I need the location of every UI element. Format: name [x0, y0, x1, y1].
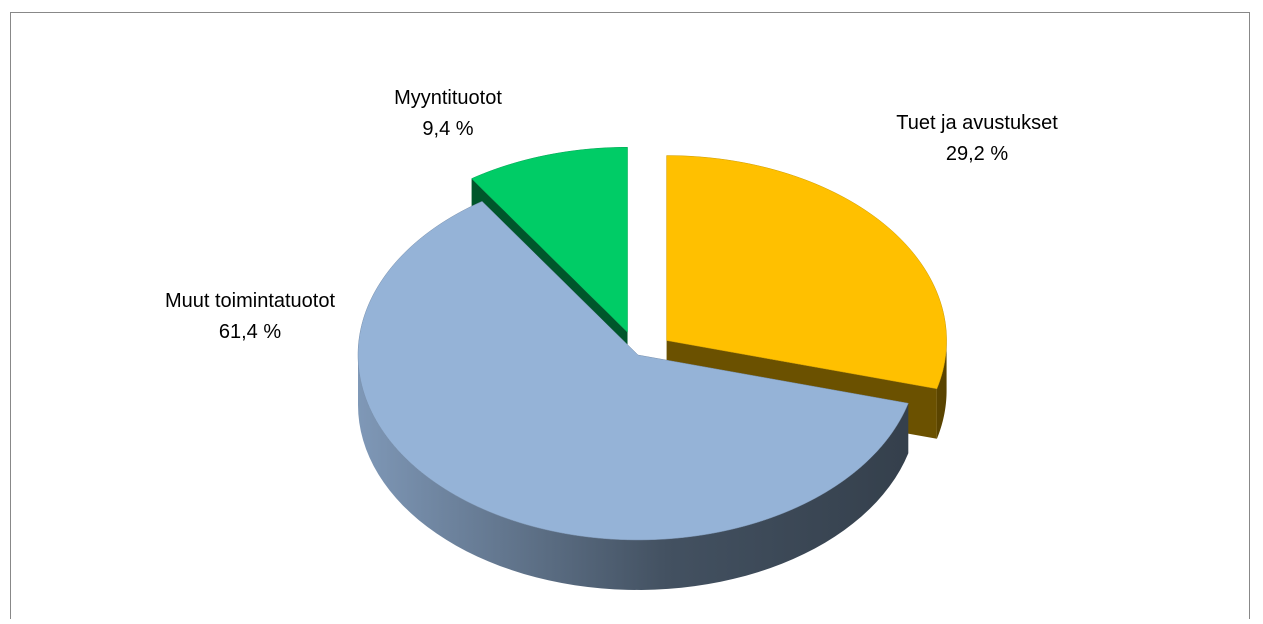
slice-value-label: 9,4 % — [422, 118, 473, 140]
slice-value-label: 29,2 % — [946, 143, 1008, 165]
pie-slice — [357, 201, 909, 541]
slice-label: Muut toimintatuotot — [165, 290, 336, 312]
slice-label: Tuet ja avustukset — [896, 112, 1058, 134]
pie — [357, 146, 947, 590]
pie-slice — [471, 146, 628, 333]
slice-label: Myyntituotot — [394, 87, 502, 109]
slice-side — [358, 355, 909, 590]
pie-slice — [666, 155, 947, 390]
slice-value-label: 61,4 % — [219, 321, 281, 343]
pie-tops — [357, 146, 947, 541]
